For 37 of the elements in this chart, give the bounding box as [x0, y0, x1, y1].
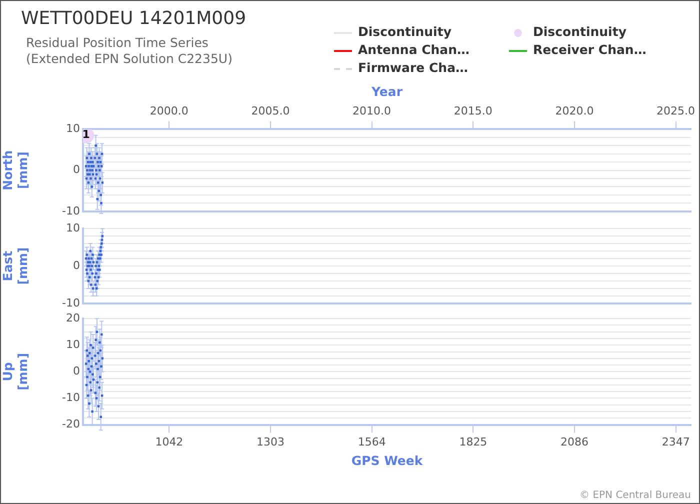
x-tick-label: 1042	[155, 435, 184, 448]
y-tick-label: 0	[73, 364, 80, 378]
y-tick-label: 20	[66, 311, 80, 324]
x2-tick-label: 2005.0	[251, 104, 290, 118]
chart-title: WETT00DEU 14201M009	[21, 8, 246, 29]
annotation: 1	[82, 128, 90, 142]
legend-label: Discontinuity	[533, 24, 626, 39]
x-tick-label: 1564	[358, 435, 386, 448]
x-axis-title: GPS Week	[351, 452, 424, 468]
y-tick-label: 0	[73, 258, 80, 272]
x2-tick-label: 2000.0	[150, 104, 188, 118]
y-tick-label: -10	[62, 204, 80, 218]
x2-axis-title: Year	[370, 84, 404, 99]
y-tick-label: 10	[66, 338, 80, 352]
x2-tick-label: 2010.0	[352, 104, 392, 118]
legend-label: Firmware Cha…	[358, 60, 468, 75]
y-tick-label: 10	[66, 122, 80, 136]
x-tick-label: 1303	[256, 435, 285, 448]
text: © EPN Central Bureau	[580, 490, 691, 501]
x-tick-label: 2347	[662, 435, 690, 448]
y-tick-label: -10	[62, 391, 80, 404]
y-tick-label: 0	[73, 163, 80, 176]
y-tick-label: -10	[62, 296, 80, 310]
x-tick-label: 1825	[459, 435, 488, 448]
y-axis-title: Up [mm]	[0, 352, 30, 390]
y-tick-label: -20	[62, 418, 80, 431]
legend-label: Receiver Chan…	[533, 42, 646, 57]
legend-label: Antenna Chan…	[358, 42, 470, 57]
y-axis-title: North [mm]	[0, 150, 30, 190]
y-tick-label: 10	[66, 221, 80, 234]
y-axis-title: East [mm]	[0, 247, 30, 285]
x2-tick-label: 2015.0	[454, 104, 492, 118]
x2-tick-label: 2025.0	[656, 104, 696, 118]
chart-subtitle: Residual Position Time Series (Extended EPN Solution C2235U)	[26, 35, 232, 67]
legend-label: Discontinuity	[358, 24, 452, 39]
x2-tick-label: 2020.0	[555, 104, 594, 118]
x-tick-label: 2086	[560, 435, 589, 448]
